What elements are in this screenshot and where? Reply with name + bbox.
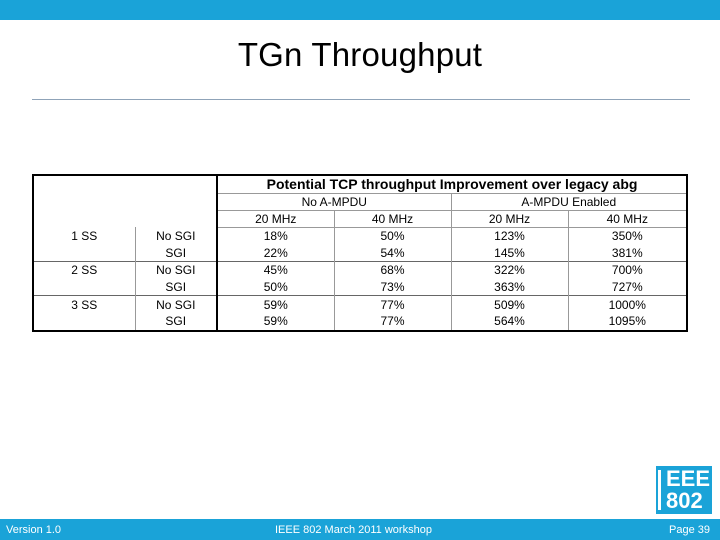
table-row: SGI 59% 77% 564% 1095% (34, 312, 687, 330)
spatial-streams-cell: 1 SS (34, 227, 136, 245)
value-cell: 363% (450, 278, 568, 296)
value-cell: 322% (450, 261, 568, 279)
value-cell: 77% (333, 312, 451, 330)
value-cell: 727% (567, 278, 687, 296)
value-cell: 1000% (567, 295, 687, 313)
logo-line-2: 802 (666, 488, 703, 513)
guard-interval-cell: No SGI (135, 295, 218, 313)
value-cell: 381% (567, 244, 687, 262)
value-cell: 145% (450, 244, 568, 262)
value-cell: 509% (450, 295, 568, 313)
value-cell: 564% (450, 312, 568, 330)
guard-interval-cell: SGI (135, 278, 218, 296)
top-accent-bar (0, 0, 720, 20)
value-cell: 1095% (567, 312, 687, 330)
value-cell: 59% (217, 295, 334, 313)
guard-interval-cell: No SGI (135, 261, 218, 279)
bandwidth-header: 40 MHz (333, 210, 451, 228)
footer-event: IEEE 802 March 2011 workshop (275, 524, 432, 536)
throughput-table: Potential TCP throughput Improvement ove… (34, 176, 687, 330)
value-cell: 350% (567, 227, 687, 245)
table-corner-blank (34, 176, 218, 228)
table-row: 1 SS No SGI 18% 50% 123% 350% (34, 227, 687, 245)
value-cell: 45% (217, 261, 334, 279)
value-cell: 73% (333, 278, 451, 296)
title-divider (32, 99, 690, 100)
spatial-streams-cell (34, 312, 136, 330)
throughput-table-container: Potential TCP throughput Improvement ove… (32, 174, 688, 332)
bandwidth-header: 20 MHz (217, 210, 334, 228)
value-cell: 54% (333, 244, 451, 262)
value-cell: 700% (567, 261, 687, 279)
table-row: 2 SS No SGI 45% 68% 322% 700% (34, 261, 687, 279)
guard-interval-cell: No SGI (135, 227, 218, 245)
value-cell: 18% (263, 229, 288, 244)
value-cell: 123% (450, 227, 568, 245)
value-cell: 50% (333, 227, 451, 245)
group-header-ampdu-enabled: A-MPDU Enabled (450, 193, 687, 211)
logo-bar (658, 470, 661, 510)
footer-page-number: Page 39 (669, 524, 710, 536)
logo-line-1: EEE (666, 466, 711, 491)
table-row: SGI 22% 54% 145% 381% (34, 244, 687, 262)
footer-version: Version 1.0 (6, 524, 62, 536)
bandwidth-header: 20 MHz (450, 210, 568, 228)
group-header-no-ampdu: No A-MPDU (217, 193, 451, 211)
spatial-streams-cell: 3 SS (34, 295, 136, 313)
slide-title: TGn Throughput (237, 36, 483, 73)
spatial-streams-cell (34, 278, 136, 296)
ieee-802-logo: EEE 802 (656, 466, 712, 514)
value-cell: 22% (263, 245, 288, 260)
value-cell: 50% (263, 279, 288, 294)
spatial-streams-cell: 2 SS (34, 261, 136, 279)
guard-interval-cell: SGI (135, 312, 218, 330)
value-cell: 68% (333, 261, 451, 279)
value-cell: 59% (263, 314, 288, 329)
guard-interval-cell: SGI (135, 244, 218, 262)
spatial-streams-cell (34, 244, 136, 262)
slide-footer: Version 1.0 IEEE 802 March 2011 workshop… (0, 519, 720, 540)
table-row: SGI 50% 73% 363% 727% (34, 278, 687, 296)
bandwidth-header: 40 MHz (567, 210, 687, 228)
table-row: 3 SS No SGI 59% 77% 509% 1000% (34, 295, 687, 313)
table-main-header: Potential TCP throughput Improvement ove… (217, 176, 687, 194)
value-cell: 77% (333, 295, 451, 313)
